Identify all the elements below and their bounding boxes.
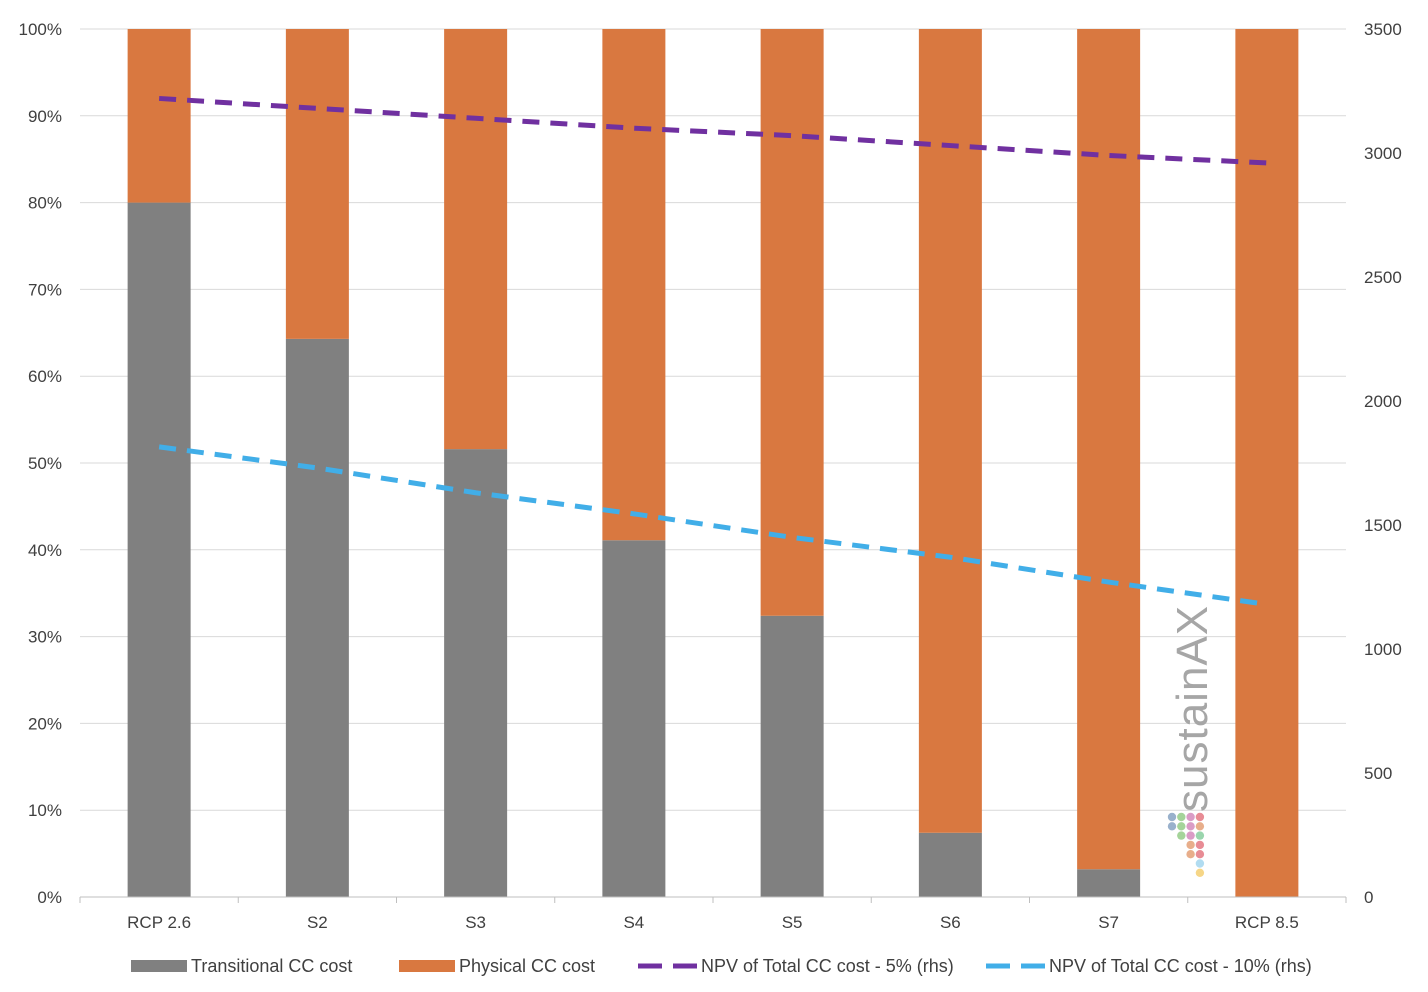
y-left-tick-20: 20% [28, 714, 62, 733]
logo-dot [1186, 822, 1195, 831]
x-tick-s5: S5 [782, 913, 803, 932]
logo-dot [1195, 812, 1205, 822]
logo-dot [1177, 822, 1186, 831]
y-left-tick-70: 70% [28, 280, 62, 299]
x-tick-rcp-2-6: RCP 2.6 [127, 913, 191, 932]
y-right-tick-2500: 2500 [1364, 268, 1402, 287]
y-left-tick-50: 50% [28, 454, 62, 473]
logo-dot [1167, 822, 1177, 831]
line-npv-of-total-cc-cost-5-rhs [158, 95, 1267, 166]
logo-dot [1186, 812, 1195, 822]
x-tick-rcp-8-5: RCP 8.5 [1235, 913, 1299, 932]
legend-label-npv-of-total-cc-cost-10-rhs: NPV of Total CC cost - 10% (rhs) [1049, 956, 1312, 976]
bar-physical-cc-cost-rcp-2-6 [127, 29, 191, 203]
bar-transitional-cc-cost-rcp-2-6 [127, 202, 191, 898]
y-left-tick-100: 100% [19, 20, 62, 39]
y-left-tick-30: 30% [28, 628, 62, 647]
bar-physical-cc-cost-s6 [918, 29, 982, 833]
y-right-tick-1000: 1000 [1364, 640, 1402, 659]
bar-physical-cc-cost-s5 [760, 29, 824, 616]
y-right-tick-0: 0 [1364, 888, 1373, 907]
line-npv-of-total-cc-cost-10-rhs [158, 444, 1268, 607]
bar-physical-cc-cost-s2 [285, 29, 349, 339]
bar-transitional-cc-cost-s2 [285, 338, 349, 898]
legend-swatch-transitional-cc-cost [131, 960, 187, 972]
bar-transitional-cc-cost-s5 [760, 615, 824, 897]
legend-label-npv-of-total-cc-cost-5-rhs: NPV of Total CC cost - 5% (rhs) [701, 956, 954, 976]
bar-physical-cc-cost-rcp-8-5 [1235, 29, 1299, 897]
y-left-tick-60: 60% [28, 367, 62, 386]
logo-dot [1167, 812, 1177, 822]
logo-dot [1195, 859, 1205, 868]
logo-dot [1195, 822, 1205, 831]
bar-physical-cc-cost-s3 [444, 29, 508, 450]
logo-dot [1177, 812, 1186, 822]
y-right-tick-3500: 3500 [1364, 20, 1402, 39]
y-left-tick-0: 0% [37, 888, 62, 907]
logo-dot [1195, 850, 1205, 859]
logo-dot [1195, 831, 1205, 840]
logo-dot [1186, 831, 1195, 840]
x-tick-s3: S3 [465, 913, 486, 932]
logo-dot [1186, 850, 1195, 859]
y-left-tick-80: 80% [28, 194, 62, 213]
logo-dot [1195, 840, 1205, 850]
legend-swatch-physical-cc-cost [399, 960, 455, 972]
y-right-tick-500: 500 [1364, 764, 1392, 783]
x-tick-s2: S2 [307, 913, 328, 932]
logo-dot [1177, 831, 1186, 840]
logo-dot [1186, 840, 1195, 850]
y-right-tick-1500: 1500 [1364, 516, 1402, 535]
x-tick-s7: S7 [1098, 913, 1119, 932]
y-left-tick-40: 40% [28, 541, 62, 560]
bar-transitional-cc-cost-s3 [444, 449, 508, 897]
bar-transitional-cc-cost-s7 [1077, 869, 1141, 897]
y-left-tick-90: 90% [28, 107, 62, 126]
legend: Transitional CC cost Physical CC cost NPV … [131, 956, 1312, 976]
y-left-tick-10: 10% [28, 801, 62, 820]
bar-physical-cc-cost-s4 [602, 29, 666, 541]
bar-transitional-cc-cost-s4 [602, 540, 666, 897]
bars [127, 29, 1299, 898]
npv-lines [158, 95, 1268, 607]
y-right-tick-3000: 3000 [1364, 144, 1402, 163]
axes: 0% 10% 20% 30% 40% 50% 60% 70% 80% 90% 100% 0 500 100… [19, 20, 1402, 932]
y-right-tick-2000: 2000 [1364, 392, 1402, 411]
legend-label-physical-cc-cost: Physical CC cost [459, 956, 595, 976]
x-tick-s4: S4 [623, 913, 644, 932]
gridlines [80, 28, 1346, 811]
bar-physical-cc-cost-s7 [1077, 29, 1141, 870]
bar-transitional-cc-cost-s6 [918, 832, 982, 897]
logo-dot [1195, 868, 1205, 877]
watermark-text: sustainAX [1168, 605, 1217, 812]
watermark: sustainAX [1167, 605, 1217, 877]
x-tick-s6: S6 [940, 913, 961, 932]
legend-label-transitional-cc-cost: Transitional CC cost [191, 956, 352, 976]
